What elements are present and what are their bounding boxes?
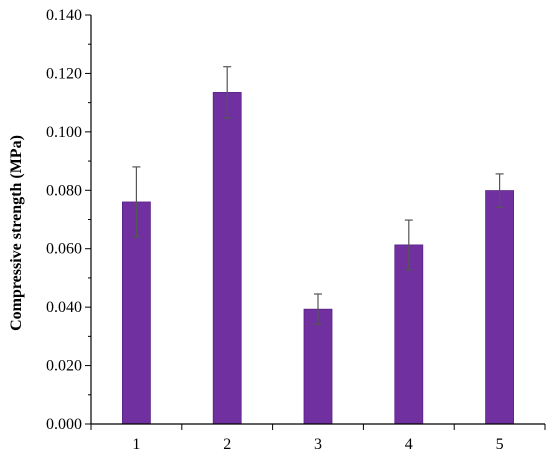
y-tick-label: 0.020 [46,358,82,375]
bar-1[interactable] [122,201,151,425]
x-tick-label-5: 5 [496,436,504,453]
x-tick-label-2: 2 [223,436,231,453]
bar-3[interactable] [303,308,333,425]
y-tick-label: 0.100 [46,124,82,141]
y-tick-label: 0.080 [46,182,82,199]
y-tick-label: 0.000 [46,416,82,433]
x-tick-label-1: 1 [132,436,140,453]
bar-2[interactable] [212,92,242,425]
y-tick-label: 0.040 [46,299,82,316]
bar-4[interactable] [394,244,424,425]
x-tick-label-3: 3 [314,436,322,453]
y-tick-label: 0.140 [46,7,82,24]
y-tick-label: 0.120 [46,65,82,82]
bar-5[interactable] [485,190,515,425]
y-tick-label: 0.060 [46,241,82,258]
y-axis-title: Compressive strength (MPa) [8,135,25,331]
x-tick-label-4: 4 [405,436,413,453]
plot-area: 1 2 3 4 5 0.000 0.020 0.040 0.060 0.080 0.100 0.120… [46,7,546,453]
